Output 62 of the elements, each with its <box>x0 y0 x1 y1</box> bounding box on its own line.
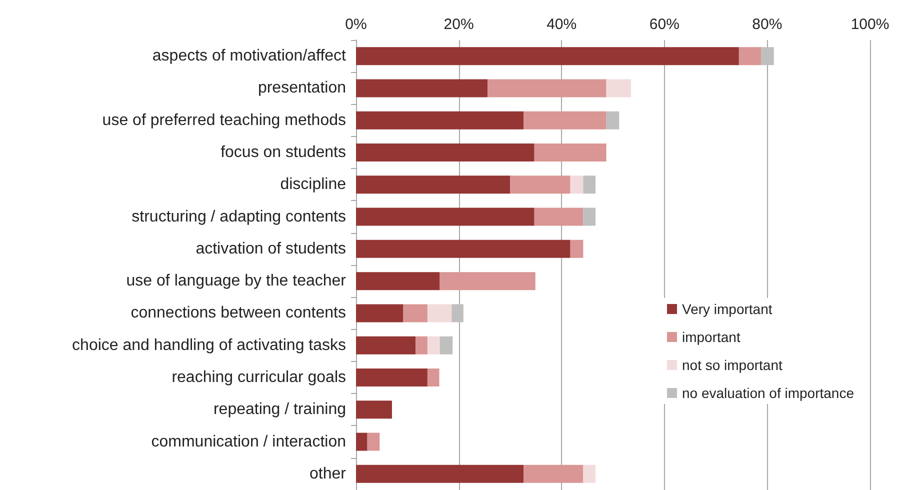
y-tick-label: repeating / training <box>213 401 346 418</box>
bar <box>356 272 440 290</box>
bar <box>356 176 510 194</box>
legend-label: not so important <box>682 357 782 373</box>
y-tick-label: use of language by the teacher <box>126 272 347 290</box>
bar <box>356 144 534 162</box>
y-tick-label: focus on students <box>220 144 346 161</box>
bar <box>534 208 584 226</box>
legend-label: Very important <box>682 301 772 317</box>
bar <box>583 208 596 226</box>
x-tick-label: 20% <box>444 16 474 33</box>
bar <box>570 176 584 194</box>
bar <box>356 336 416 354</box>
bar <box>356 432 368 451</box>
y-tick-label: connections between contents <box>130 304 346 322</box>
bar <box>403 304 428 322</box>
y-tick-label: use of preferred teaching methods <box>102 112 346 129</box>
legend-label: important <box>682 329 740 345</box>
bar <box>440 336 453 354</box>
bar <box>416 336 428 354</box>
bar <box>367 432 380 451</box>
bar <box>488 79 606 98</box>
y-tick-label: choice and handling of activating tasks <box>72 336 346 354</box>
y-tick-label: presentation <box>258 80 346 97</box>
y-tick-label: reaching curricular goals <box>172 369 346 386</box>
bar <box>440 272 536 290</box>
x-tick-label: 0% <box>345 16 367 33</box>
y-tick-label: communication / interaction <box>151 433 346 450</box>
bar <box>534 144 606 162</box>
bar <box>524 464 584 483</box>
bar <box>356 464 524 483</box>
x-tick-label: 80% <box>752 16 782 33</box>
y-tick-label: structuring / adapting contents <box>132 208 346 226</box>
bar <box>356 47 739 66</box>
y-tick-label: activation of students <box>196 240 346 258</box>
bar <box>356 304 404 322</box>
bar <box>356 368 428 386</box>
x-tick-label: 40% <box>546 16 577 33</box>
bar <box>356 79 488 98</box>
bar <box>606 79 631 98</box>
bar <box>356 208 534 226</box>
y-tick-label: aspects of motivation/affect <box>152 48 347 65</box>
bar <box>427 368 440 386</box>
x-tick-label: 100% <box>850 16 890 33</box>
bar <box>583 176 596 194</box>
bar <box>427 336 440 354</box>
y-tick-label: other <box>310 465 347 482</box>
bar <box>606 111 620 130</box>
bar <box>427 304 452 322</box>
bar <box>356 400 392 419</box>
legend-label: no evaluation of importance <box>682 385 854 401</box>
bar <box>510 176 570 194</box>
bar <box>570 240 584 258</box>
bar <box>583 464 596 483</box>
bar <box>356 111 524 130</box>
bar <box>738 47 762 66</box>
bar <box>452 304 464 322</box>
bar <box>356 240 570 258</box>
x-tick-label: 60% <box>649 16 680 33</box>
bar <box>524 111 606 130</box>
y-tick-label: discipline <box>280 176 346 194</box>
bar <box>761 47 774 66</box>
